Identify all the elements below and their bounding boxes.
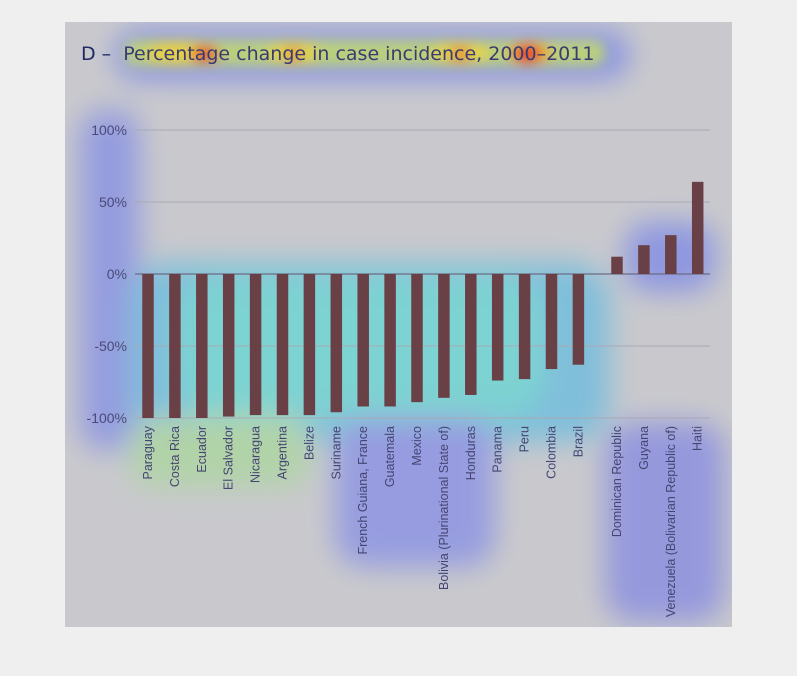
x-tick-label: French Guiana, France	[356, 426, 370, 555]
bar	[249, 274, 262, 416]
x-tick-label: Costa Rica	[168, 426, 182, 487]
bar	[196, 274, 208, 418]
x-tick-label: Colombia	[545, 426, 559, 479]
x-tick-label: Ecuador	[195, 426, 209, 473]
bar-chart: D – Percentage change in case incidence,…	[81, 43, 710, 617]
x-tick-label: Haiti	[691, 426, 705, 451]
bar	[438, 274, 450, 398]
x-tick-label: El Salvador	[222, 426, 236, 490]
bar	[303, 274, 316, 416]
bar	[276, 274, 289, 416]
bar	[357, 274, 369, 407]
y-tick-label: 100%	[91, 122, 127, 138]
x-tick-label: Paraguay	[141, 425, 155, 479]
x-tick-label: Peru	[518, 426, 532, 452]
x-tick-label: Panama	[491, 426, 505, 473]
bar	[611, 256, 623, 274]
bar	[330, 274, 343, 413]
bar	[691, 181, 704, 274]
x-tick-label: Guatemala	[383, 426, 397, 487]
x-tick-label: Brazil	[571, 426, 585, 457]
y-tick-label: 50%	[99, 194, 127, 210]
chart-title: D – Percentage change in case incidence,…	[81, 43, 594, 65]
x-tick-label: Honduras	[464, 426, 478, 480]
y-axis: 100% 50% 0% -50% -100%	[87, 122, 127, 426]
x-tick-label: Nicaragua	[249, 426, 263, 483]
bar	[142, 274, 154, 418]
x-tick-label: Mexico	[410, 426, 424, 466]
bar	[665, 235, 677, 274]
x-axis-labels: Paraguay Costa Rica Ecuador El Salvador Nica…	[141, 425, 705, 617]
x-tick-label: Guyana	[637, 426, 651, 470]
y-tick-label: -100%	[87, 410, 127, 426]
bars	[142, 181, 704, 418]
x-tick-label: Dominican Republic	[610, 426, 624, 537]
bar	[518, 274, 531, 380]
x-tick-label: Venezuela (Bolivarian Republic of)	[664, 426, 678, 617]
bar	[545, 274, 558, 370]
bar	[411, 274, 423, 403]
bar	[222, 274, 235, 417]
bar	[169, 274, 181, 418]
y-tick-label: 0%	[107, 266, 127, 282]
x-tick-label: Suriname	[329, 426, 343, 480]
chart-figure: D – Percentage change in case incidence,…	[65, 22, 732, 627]
bar	[638, 245, 650, 274]
x-tick-label: Bolivia (Plurinational State of)	[437, 426, 451, 590]
bar	[572, 274, 585, 365]
x-tick-label: Belize	[302, 426, 316, 460]
bar	[465, 274, 477, 395]
bar	[491, 274, 504, 381]
y-tick-label: -50%	[94, 338, 127, 354]
chart-title-text: Percentage change in case incidence, 200…	[123, 43, 594, 65]
bar	[384, 274, 396, 407]
panel-label: D –	[81, 43, 111, 65]
x-tick-label: Argentina	[276, 426, 290, 480]
